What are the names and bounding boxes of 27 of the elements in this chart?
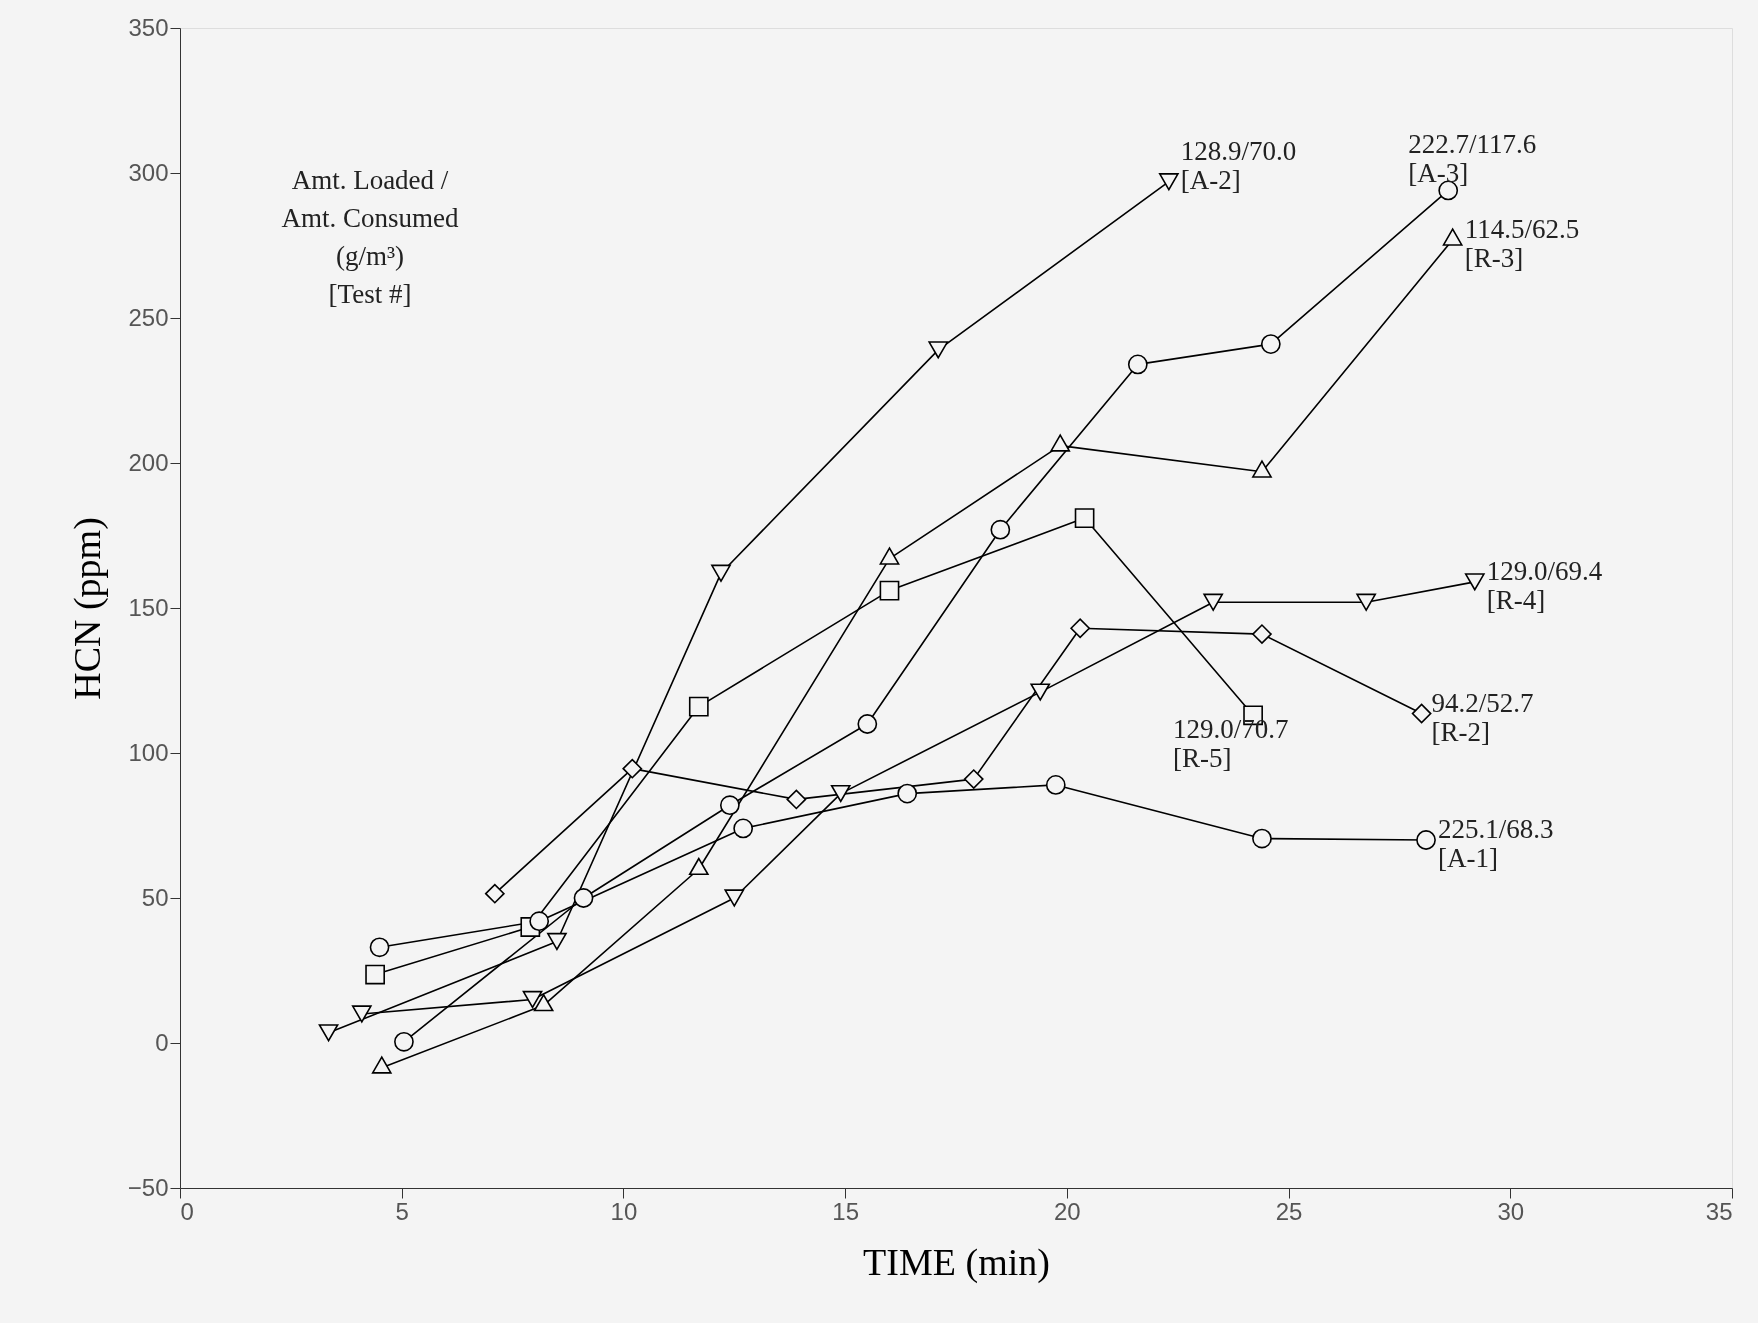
y-tick-label: 250 <box>128 303 169 331</box>
y-tick-label: 150 <box>128 593 169 621</box>
x-tick-label: 5 <box>395 1197 409 1225</box>
series-label: 114.5/62.5 [R-3] <box>1464 213 1580 273</box>
x-tick-label: 0 <box>180 1197 194 1225</box>
y-tick-label: 200 <box>128 448 169 476</box>
series-label: 225.1/68.3 [A-1] <box>1438 814 1554 873</box>
y-tick-label: 100 <box>128 738 169 766</box>
y-axis-title: HCN (ppm) <box>65 517 109 700</box>
y-tick-label: −50 <box>127 1173 169 1201</box>
x-tick-label: 25 <box>1275 1197 1303 1225</box>
y-tick-label: 0 <box>155 1028 169 1056</box>
x-axis-title: TIME (min) <box>863 1240 1050 1284</box>
x-tick-label: 35 <box>1705 1197 1733 1225</box>
series-label: 94.2/52.7 [R-2] <box>1431 687 1534 747</box>
series-label: 128.9/70.0 [A-2] <box>1180 135 1297 195</box>
series-label: 129.0/69.4 [R-4] <box>1486 555 1603 615</box>
x-tick-label: 30 <box>1497 1197 1525 1225</box>
x-tick-label: 15 <box>832 1197 859 1225</box>
series-label: 222.7/117.6 [A-3] <box>1408 129 1537 189</box>
series-label: 129.0/70.7 [R-5] <box>1173 714 1289 774</box>
annotation: Amt. Loaded / Amt. Consumed (g/m³) [Test #] <box>281 165 459 309</box>
y-tick-label: 50 <box>141 883 169 911</box>
y-tick-label: 300 <box>128 158 169 186</box>
x-tick-label: 10 <box>610 1197 638 1225</box>
y-tick-label: 350 <box>128 13 169 41</box>
x-tick-label: 20 <box>1054 1197 1081 1225</box>
